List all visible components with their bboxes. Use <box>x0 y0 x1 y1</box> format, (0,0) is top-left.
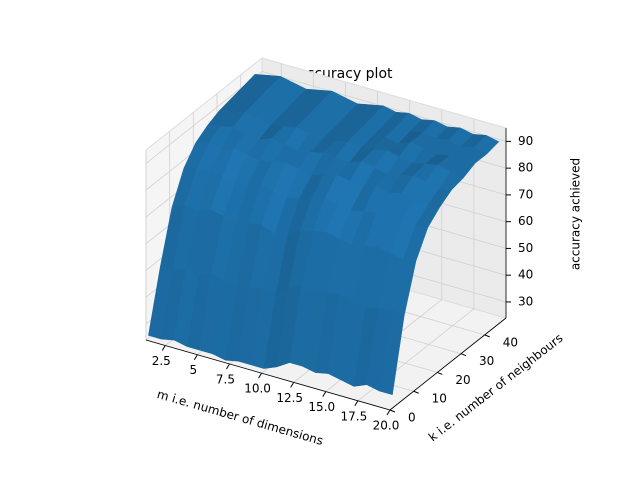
z-tick-label: 50 <box>518 241 533 255</box>
y-tick <box>460 353 467 357</box>
z-tick-label: 70 <box>518 187 533 201</box>
x-tick-label: 12.5 <box>276 391 303 405</box>
y-tick-label: 10 <box>432 392 447 406</box>
z-tick-label: 90 <box>518 134 533 148</box>
x-tick-label: 10.0 <box>244 382 271 396</box>
x-tick <box>161 345 166 351</box>
grid-line <box>145 70 507 164</box>
y-tick-label: 30 <box>479 354 494 368</box>
x-tick <box>322 391 327 397</box>
x-tick <box>193 354 198 360</box>
x-tick-label: 5 <box>190 363 198 377</box>
y-tick <box>413 390 419 394</box>
y-tick-label: 0 <box>408 411 416 425</box>
x-axis-line <box>145 339 391 411</box>
x-tick-label: 7.5 <box>216 372 235 386</box>
y-tick <box>389 409 396 413</box>
x-tick <box>226 363 230 370</box>
x-tick <box>258 372 263 379</box>
x-tick-label: 17.5 <box>341 409 368 423</box>
z-tick-label: 80 <box>518 161 533 175</box>
y-axis-line <box>389 317 507 411</box>
y-tick <box>484 334 490 338</box>
x-tick-label: 15.0 <box>308 400 335 414</box>
z-axis-label: accuracy achieved <box>569 158 583 270</box>
grid-line <box>357 118 475 402</box>
z-tick-label: 30 <box>518 294 533 308</box>
y-tick-label: 40 <box>503 335 518 349</box>
x-tick <box>386 409 391 416</box>
z-tick-label: 40 <box>518 268 533 282</box>
z-tick-label: 60 <box>518 214 533 228</box>
y-tick <box>437 371 443 375</box>
x-tick <box>354 400 359 407</box>
surface-face <box>379 309 405 396</box>
y-tick-label: 20 <box>455 373 470 387</box>
x-tick-label: 2.5 <box>152 354 171 368</box>
x-tick <box>290 382 295 388</box>
x-tick-label: 20.0 <box>373 419 400 433</box>
